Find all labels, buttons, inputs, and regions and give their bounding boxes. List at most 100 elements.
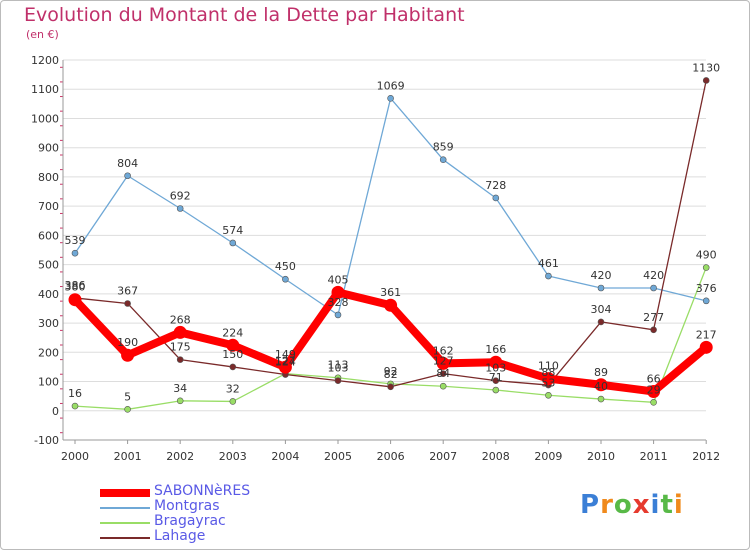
data-point <box>124 406 131 413</box>
x-tick-label: 2005 <box>324 450 352 463</box>
data-label: 149 <box>275 348 296 361</box>
data-point <box>124 300 131 307</box>
data-label: 127 <box>433 355 454 368</box>
data-label: 29 <box>647 383 661 396</box>
data-label: 367 <box>117 284 138 297</box>
data-point <box>702 77 710 84</box>
x-tick-label: 2000 <box>61 450 89 463</box>
x-tick-label: 2006 <box>377 450 405 463</box>
y-tick-label: 200 <box>38 346 59 359</box>
data-label: 450 <box>275 260 296 273</box>
data-label: 804 <box>117 157 138 170</box>
legend-swatch <box>100 507 150 509</box>
data-point <box>387 383 394 391</box>
y-tick-label: 1100 <box>31 83 59 96</box>
data-label: 420 <box>643 269 664 282</box>
data-label: 88 <box>541 366 555 379</box>
data-label: 574 <box>222 224 243 237</box>
data-point <box>541 372 555 386</box>
data-point <box>545 391 552 399</box>
legend-label: Bragayrac <box>154 513 226 529</box>
data-point <box>124 172 131 180</box>
data-label: 380 <box>65 281 86 294</box>
data-label: 490 <box>696 249 717 262</box>
data-point <box>597 284 605 292</box>
data-label: 277 <box>643 311 664 324</box>
data-point <box>229 363 237 371</box>
data-point <box>492 377 500 384</box>
data-point <box>545 272 552 280</box>
data-label: 103 <box>328 362 349 375</box>
data-label: 304 <box>591 303 612 316</box>
data-point <box>229 398 237 405</box>
data-point <box>68 293 82 307</box>
data-point <box>650 284 657 292</box>
x-tick-label: 2008 <box>482 450 510 463</box>
data-label: 217 <box>696 328 717 341</box>
x-tick-label: 2007 <box>429 450 457 463</box>
data-label: 150 <box>222 348 243 361</box>
data-label: 34 <box>173 382 187 395</box>
data-label: 224 <box>222 326 243 339</box>
data-label: 175 <box>170 341 191 354</box>
data-label: 859 <box>433 141 454 154</box>
data-label: 103 <box>485 362 506 375</box>
logo-letter: i <box>650 490 661 520</box>
proxiti-logo: Proxiti <box>580 490 684 520</box>
legend-label: Montgras <box>154 498 220 514</box>
data-label: 328 <box>328 296 349 309</box>
y-tick-label: 900 <box>38 142 59 155</box>
x-tick-label: 2009 <box>534 450 562 463</box>
data-point <box>439 370 447 377</box>
x-tick-label: 2002 <box>166 450 194 463</box>
data-point <box>489 355 503 369</box>
data-point <box>387 94 394 102</box>
data-point <box>699 340 713 354</box>
data-label: 728 <box>485 179 506 192</box>
y-tick-label: 300 <box>38 317 59 330</box>
x-tick-label: 2012 <box>692 450 720 463</box>
data-point <box>702 297 710 305</box>
logo-letter: P <box>580 490 601 520</box>
y-tick-label: 0 <box>52 405 59 418</box>
y-tick-label: 600 <box>38 229 59 242</box>
data-point <box>334 377 342 384</box>
y-tick-label: 1200 <box>31 54 59 67</box>
legend-label: Lahage <box>154 528 206 544</box>
data-label: 268 <box>170 313 191 326</box>
data-point <box>650 398 657 406</box>
chart-title: Evolution du Montant de la Dette par Hab… <box>24 4 465 26</box>
data-label: 166 <box>485 343 506 356</box>
data-label: 420 <box>591 269 612 282</box>
data-point <box>278 360 292 374</box>
data-label: 461 <box>538 257 559 270</box>
data-point <box>597 395 605 403</box>
data-point <box>71 402 79 410</box>
data-label: 692 <box>170 189 191 202</box>
x-tick-label: 2001 <box>114 450 142 463</box>
data-point <box>384 298 398 312</box>
data-point <box>176 205 184 212</box>
data-label: 82 <box>384 368 398 381</box>
data-label: 89 <box>594 366 608 379</box>
data-point <box>173 325 187 339</box>
data-label: 32 <box>226 382 240 395</box>
data-point <box>176 356 184 363</box>
y-tick-label: 1000 <box>31 112 59 125</box>
data-point <box>176 397 184 405</box>
data-label: 92 <box>384 365 398 378</box>
data-label: 405 <box>328 273 349 286</box>
data-point <box>439 156 447 163</box>
data-point <box>597 318 605 326</box>
legend-swatch <box>100 537 150 539</box>
x-tick-label: 2004 <box>271 450 299 463</box>
data-label: 376 <box>696 282 717 295</box>
data-label: 110 <box>538 360 559 373</box>
data-label: 361 <box>380 286 401 299</box>
logo-letter: o <box>613 490 633 520</box>
data-point <box>439 382 447 390</box>
data-point <box>121 348 135 362</box>
x-tick-label: 2003 <box>219 450 247 463</box>
